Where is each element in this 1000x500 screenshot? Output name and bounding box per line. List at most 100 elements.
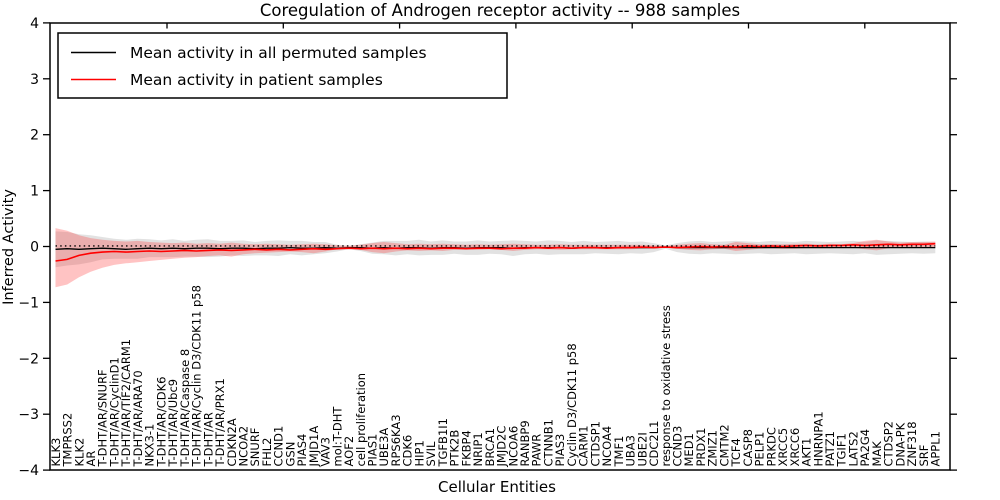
x-tick-label: TMPRSS2 [61,413,75,468]
legend-box [57,32,508,99]
permuted-samples-spread-band [55,231,936,268]
x-tick-label: MAK [870,441,884,467]
x-tick-label: PATZ1 [823,431,837,466]
x-tick-label: MED1 [682,433,696,466]
x-tick-label: PAWR [530,434,544,467]
x-tick-label: DNA-PK [893,422,907,466]
x-tick-label: TGFB1I1 [436,418,450,467]
x-tick-label: PELP1 [753,432,767,467]
x-tick-label: AKT1 [800,438,814,467]
y-tick-label: 1 [30,184,39,200]
series-line-mean-activity-in-all-permuted-samples [55,246,936,250]
x-tick-label: PRKDC [764,427,778,466]
x-tick-label: AOF2 [342,436,356,467]
x-tick-label: PIAS3 [553,434,567,467]
x-tick-label: CCND3 [671,426,685,467]
y-tick-label: −3 [18,407,39,423]
x-tick-label: CTDSP1 [588,421,602,466]
x-tick-label: Cyclin D3/CDK11 p58 [565,343,579,466]
y-tick-label: −4 [18,463,39,479]
x-tick-label: NCOA2 [237,426,251,467]
x-tick-label: HIP1 [412,440,426,466]
x-tick-label: RPS6KA3 [389,414,403,466]
x-tick-label: XRCC5 [776,428,790,467]
y-tick-label: 3 [30,72,39,88]
plot-series-layer: 4 3 2 1 0 −1 −2 −3 −4 KLK3TMPRSS2KLK2ART-DHT/AR/S… [18,16,957,479]
x-tick-label: AR [84,451,98,467]
x-tick-label: PRDX1 [694,428,708,467]
x-tick-label: UBE3A [377,428,391,467]
x-tick-label: T-DHT/AR/Cyclin D3/CDK11 p58 [190,285,204,467]
x-tick-label: JMJD2C [495,426,509,468]
x-tick-label: NCOA6 [506,426,520,467]
y-axis-label: Inferred Activity [1,189,17,305]
x-tick-label: APPL1 [929,431,943,466]
x-tick-label: GSN [283,442,297,467]
x-tick-label: PIAS1 [366,434,380,467]
y-tick-label: −1 [18,295,39,311]
x-tick-label: T-DHT/AR/SNURF [96,369,110,467]
x-tick-label: CMTM2 [717,424,731,466]
x-tick-label: TGIF1 [835,433,849,467]
x-tick-label: NRIP1 [471,432,485,466]
x-tick-label: UBA3 [624,435,638,467]
y-tick-label: 2 [30,128,39,144]
x-tick-label: CDKN2A [225,418,239,466]
x-tick-label: CDK6 [401,435,415,467]
x-tick-label: T-DHT/AR/CDK6 [154,377,168,468]
x-tick-label: VAV3 [319,437,333,466]
x-tick-label: JMJD1A [307,426,321,468]
x-tick-label: TCF4 [729,438,743,467]
series-line-mean-activity-in-patient-samples [55,242,936,262]
x-tick-label: ZNF318 [905,421,919,466]
legend-label-permuted: Mean activity in all permuted samples [130,44,427,62]
x-tick-label: KLK3 [49,438,63,467]
x-tick-label: mol:T-DHT [330,406,344,467]
x-tick-label: RANBP9 [518,420,532,466]
x-tick-label: NKX3-1 [143,424,157,467]
x-axis-label: Cellular Entities [438,478,556,496]
x-tick-label: TMF1 [612,436,626,468]
legend-label-patient: Mean activity in patient samples [130,71,383,89]
x-tick-label: CCND1 [272,426,286,467]
x-tick-label: T-DHT/AR/Ubc9 [166,379,180,468]
x-tick-label: PA2G4 [858,429,872,467]
x-tick-label: T-DHT/AR/Caspase 8 [178,349,192,468]
axes-frame [49,22,951,471]
legend: Mean activity in all permuted samples Me… [57,32,508,99]
x-tick-label: T-DHT/AR [201,412,215,467]
x-tick-label: XRCC6 [788,428,802,467]
x-tick-label: PTK2B [448,430,462,467]
x-tick-label: BRCA1 [483,428,497,467]
y-tick-label: 4 [30,16,39,32]
chart-title: Coregulation of Androgen receptor activi… [260,1,740,20]
x-tick-label: FHL2 [260,438,274,467]
y-tick-label: 0 [30,240,39,256]
x-tick-label: ZMIZ1 [706,430,720,466]
x-tick-label: CASP8 [741,429,755,466]
x-tick-label: FKBP4 [459,430,473,466]
x-tick-label: SRF [917,445,931,467]
x-tick-label: SVIL [424,441,438,467]
x-tick-label: PIAS4 [295,434,309,467]
x-tick-label: response to oxidative stress [659,305,673,466]
x-tick-label: LATS2 [846,431,860,466]
x-tick-label: T-DHT/AR/ARA70 [131,370,145,467]
x-tick-label: HNRNPA1 [811,411,825,466]
x-tick-label: CTNNB1 [542,419,556,466]
x-tick-label: CDC2L1 [647,421,661,467]
x-tick-label: cell proliferation [354,373,368,467]
x-tick-label: T-DHT/AR/TIF2/CARM1 [119,339,133,468]
x-tick-label: T-DHT/AR/CyclinD1 [108,357,122,467]
y-tick-label: −2 [18,351,39,367]
x-tick-label: UBE2I [635,432,649,466]
x-tick-label: T-DHT/AR/PRX1 [213,378,227,467]
x-tick-label: CARM1 [577,425,591,466]
x-tick-label: KLK2 [72,438,86,467]
x-tick-label: NCOA4 [600,426,614,467]
patient-samples-spread-band [55,228,936,288]
x-tick-label: SNURF [248,428,262,467]
x-tick-label: CTDSP2 [882,421,896,466]
